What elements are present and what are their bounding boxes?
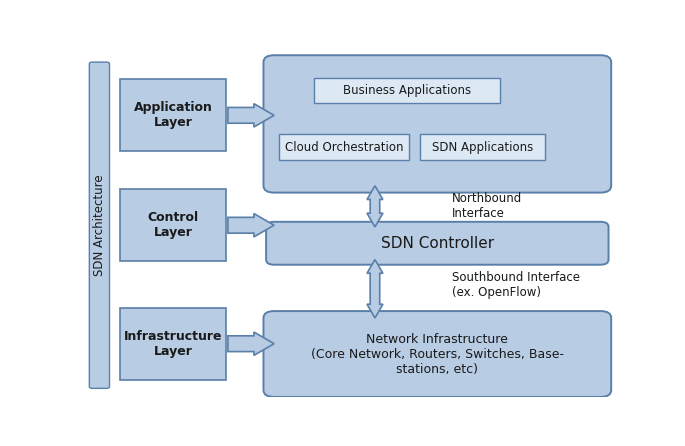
Polygon shape (367, 186, 383, 227)
Polygon shape (228, 214, 274, 237)
FancyBboxPatch shape (279, 134, 410, 160)
FancyBboxPatch shape (420, 134, 545, 160)
FancyBboxPatch shape (314, 78, 500, 103)
Text: SDN Architecture: SDN Architecture (93, 174, 106, 276)
FancyBboxPatch shape (264, 55, 611, 193)
Text: Network Infrastructure
(Core Network, Routers, Switches, Base-
stations, etc): Network Infrastructure (Core Network, Ro… (311, 333, 564, 376)
Polygon shape (228, 332, 274, 355)
Text: Application
Layer: Application Layer (134, 101, 212, 129)
FancyBboxPatch shape (266, 222, 608, 265)
FancyBboxPatch shape (120, 189, 226, 261)
Text: Northbound
Interface: Northbound Interface (452, 192, 522, 220)
Text: SDN Applications: SDN Applications (432, 140, 533, 153)
Polygon shape (228, 103, 274, 127)
Text: SDN Controller: SDN Controller (381, 236, 494, 251)
Text: Southbound Interface
(ex. OpenFlow): Southbound Interface (ex. OpenFlow) (452, 271, 580, 299)
Text: Infrastructure
Layer: Infrastructure Layer (124, 330, 223, 358)
FancyBboxPatch shape (120, 79, 226, 151)
Polygon shape (367, 260, 383, 318)
Text: Cloud Orchestration: Cloud Orchestration (285, 140, 403, 153)
FancyBboxPatch shape (89, 62, 110, 388)
FancyBboxPatch shape (264, 311, 611, 397)
Text: Business Applications: Business Applications (342, 84, 471, 97)
FancyBboxPatch shape (120, 308, 226, 380)
Text: Control
Layer: Control Layer (148, 211, 199, 239)
